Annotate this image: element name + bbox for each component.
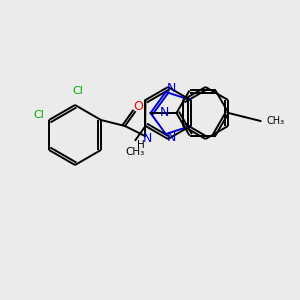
Text: N: N: [167, 130, 176, 143]
Text: CH₃: CH₃: [126, 147, 145, 157]
Text: N: N: [160, 106, 169, 119]
Text: O: O: [133, 100, 143, 112]
Text: Cl: Cl: [33, 110, 44, 120]
Text: N: N: [167, 82, 176, 95]
Text: N: N: [142, 131, 152, 145]
Text: CH₃: CH₃: [266, 116, 285, 126]
Text: Cl: Cl: [73, 86, 83, 96]
Text: H: H: [137, 140, 145, 150]
